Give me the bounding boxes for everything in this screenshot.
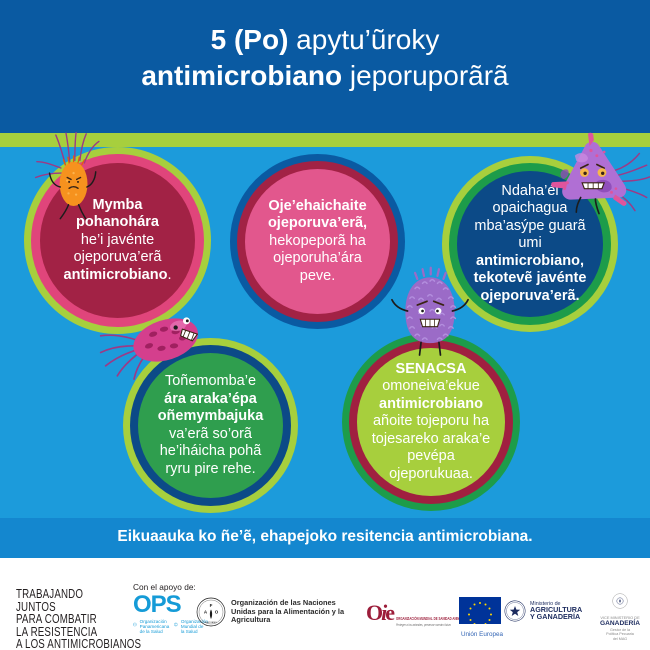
- svg-text:O: O: [215, 610, 219, 615]
- svg-text:A: A: [204, 610, 208, 615]
- svg-text:F: F: [210, 603, 213, 608]
- svg-text:FIAT PANIS: FIAT PANIS: [205, 621, 217, 624]
